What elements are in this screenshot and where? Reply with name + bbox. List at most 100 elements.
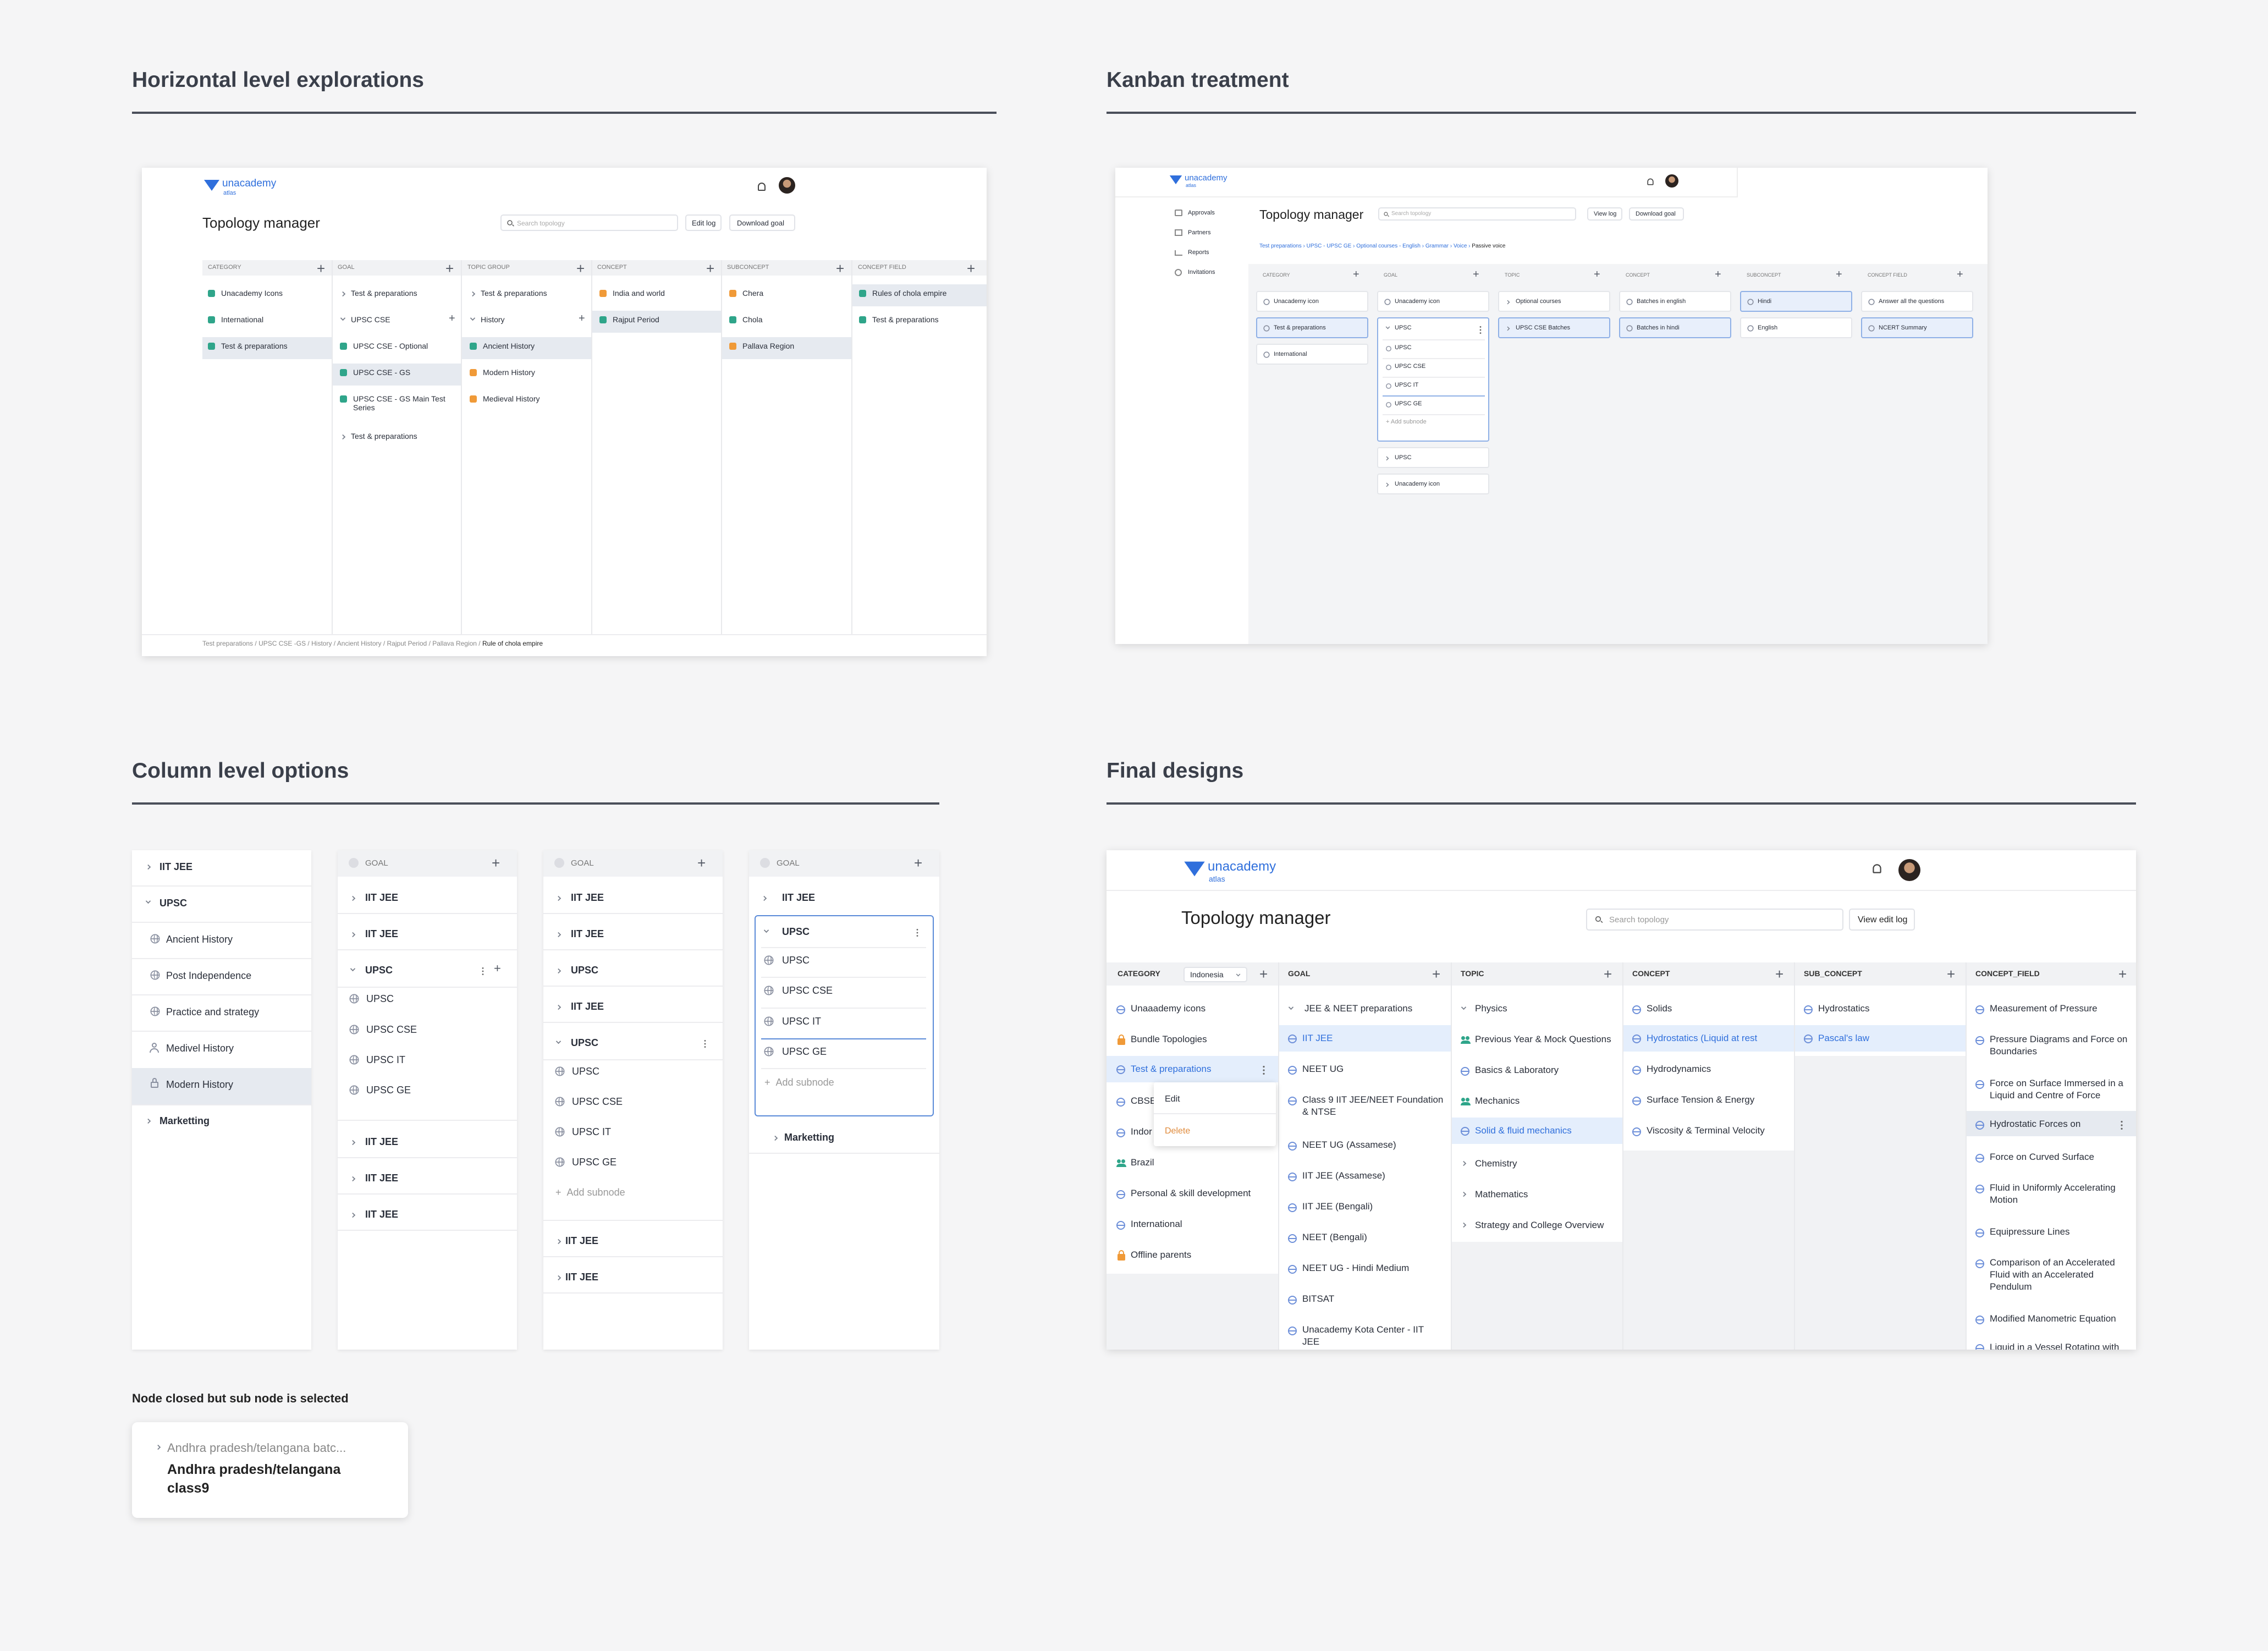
tree-item[interactable]: Modern History xyxy=(166,1079,234,1090)
tree-item[interactable]: UPSC xyxy=(365,965,393,976)
chevron-right-icon[interactable] xyxy=(350,1176,356,1182)
more-options-icon[interactable] xyxy=(2121,1124,2123,1126)
list-item[interactable]: Chera xyxy=(742,289,764,298)
breadcrumb-item[interactable]: History xyxy=(311,640,332,647)
edit-log-button[interactable]: Edit log xyxy=(685,214,722,231)
chevron-down-icon[interactable] xyxy=(1461,1004,1467,1010)
subnode-label[interactable]: UPSC GE xyxy=(1395,400,1422,407)
list-item[interactable]: Pressure Diagrams and Force on xyxy=(1990,1034,2128,1044)
list-item[interactable]: Force on Curved Surface xyxy=(1990,1152,2094,1162)
more-options-icon[interactable] xyxy=(916,932,918,934)
kanban-card-selected[interactable]: NCERT Summary xyxy=(1861,317,1973,338)
add-subnode-button[interactable]: + Add subnode xyxy=(1386,419,1427,425)
list-item[interactable]: Solids xyxy=(1647,1003,1672,1014)
tree-item[interactable]: UPSC GE xyxy=(572,1157,617,1168)
list-item[interactable]: Mechanics xyxy=(1475,1096,1520,1106)
list-item[interactable]: NEET UG xyxy=(1302,1064,1344,1074)
bell-icon[interactable] xyxy=(1647,178,1654,185)
chevron-right-icon[interactable] xyxy=(145,864,151,870)
chevron-down-icon[interactable] xyxy=(145,898,151,904)
list-item[interactable]: JEE & NEET preparations xyxy=(1304,1003,1413,1014)
kanban-card[interactable]: Batches in english xyxy=(1619,291,1731,312)
chevron-right-icon[interactable] xyxy=(1505,326,1510,331)
list-item[interactable]: Mathematics xyxy=(1475,1189,1528,1199)
search-input[interactable]: Search topology xyxy=(1378,207,1576,221)
chevron-right-icon[interactable] xyxy=(555,1004,562,1010)
list-item[interactable]: History xyxy=(481,315,505,324)
add-icon[interactable]: + xyxy=(1473,268,1479,280)
chevron-right-icon[interactable] xyxy=(350,932,356,938)
view-log-button[interactable]: View log xyxy=(1587,207,1622,221)
add-icon[interactable]: + xyxy=(1594,268,1600,280)
list-item[interactable]: Hydrostatic Forces on xyxy=(1990,1119,2081,1129)
list-item[interactable]: Class 9 IIT JEE/NEET Foundation xyxy=(1302,1094,1444,1105)
kanban-card[interactable]: English xyxy=(1740,317,1852,338)
add-icon[interactable]: + xyxy=(1715,268,1721,280)
tree-item[interactable]: IIT JEE xyxy=(365,1136,399,1147)
add-icon[interactable]: + xyxy=(967,260,976,277)
search-input[interactable]: Search topology xyxy=(500,214,678,231)
kanban-card-selected[interactable]: Hindi xyxy=(1740,291,1852,312)
chevron-right-icon[interactable] xyxy=(1505,300,1510,305)
tree-item[interactable]: Marketting xyxy=(159,1115,210,1126)
list-item[interactable]: Force on Surface Immersed in a xyxy=(1990,1078,2123,1088)
chevron-down-icon[interactable] xyxy=(470,315,476,321)
chevron-down-icon[interactable] xyxy=(350,966,356,972)
menu-item-edit[interactable]: Edit xyxy=(1165,1094,1180,1104)
kanban-card[interactable]: International xyxy=(1256,344,1368,365)
add-icon[interactable]: + xyxy=(579,312,585,324)
kanban-card[interactable]: Unacademy icon xyxy=(1377,474,1489,494)
breadcrumb-item[interactable]: Test preparations xyxy=(202,640,254,647)
bell-icon[interactable] xyxy=(1873,864,1881,873)
list-item[interactable]: Test & preparations xyxy=(221,342,288,350)
add-icon[interactable]: + xyxy=(1947,966,1956,982)
breadcrumb-item[interactable]: Test preparations xyxy=(1259,243,1302,249)
chevron-down-icon[interactable] xyxy=(555,1038,562,1044)
list-item[interactable]: Offline parents xyxy=(1131,1250,1192,1260)
list-item-selected[interactable]: Test & preparations xyxy=(1131,1064,1212,1074)
chevron-down-icon[interactable] xyxy=(340,315,346,321)
view-edit-log-button[interactable]: View edit log xyxy=(1849,909,1915,931)
list-item[interactable]: IIT JEE (Bengali) xyxy=(1302,1201,1373,1212)
add-icon[interactable]: + xyxy=(317,260,326,277)
list-item[interactable]: Strategy and College Overview xyxy=(1475,1220,1604,1230)
kanban-card[interactable]: UPSC xyxy=(1377,447,1489,468)
chevron-right-icon[interactable] xyxy=(772,1135,778,1141)
list-item[interactable]: UPSC CSE - Optional xyxy=(353,342,428,350)
tree-item[interactable]: IIT JEE xyxy=(365,1173,399,1184)
list-item[interactable]: Test & preparations xyxy=(481,289,547,298)
chevron-down-icon[interactable] xyxy=(1385,324,1390,329)
tree-item[interactable]: UPSC xyxy=(366,993,394,1004)
tree-item[interactable]: UPSC CSE xyxy=(572,1096,623,1107)
breadcrumb-item[interactable]: Voice xyxy=(1453,243,1467,249)
tree-item[interactable]: UPSC IT xyxy=(366,1054,406,1065)
breadcrumb-item[interactable]: Ancient History xyxy=(337,640,382,647)
add-icon[interactable]: + xyxy=(494,961,501,975)
list-item[interactable]: BITSAT xyxy=(1302,1294,1335,1304)
chevron-down-icon[interactable] xyxy=(763,927,769,933)
list-item[interactable]: Medieval History xyxy=(483,394,540,403)
kanban-card-selected[interactable]: UPSC CSE Batches xyxy=(1498,317,1610,338)
kanban-card[interactable]: Answer all the questions xyxy=(1861,291,1973,312)
list-item[interactable]: Chola xyxy=(742,315,763,324)
add-icon[interactable]: + xyxy=(576,260,585,277)
tree-item[interactable]: UPSC GE xyxy=(782,1046,827,1057)
add-icon[interactable]: + xyxy=(1353,268,1359,280)
kanban-card[interactable]: Unacademy icon xyxy=(1256,291,1368,312)
tree-item-selected[interactable]: UPSC IT xyxy=(782,1016,822,1027)
list-item[interactable]: Modified Manometric Equation xyxy=(1990,1313,2116,1324)
tree-item[interactable]: IIT JEE xyxy=(365,928,399,939)
tree-item[interactable]: Post Independence xyxy=(166,970,252,981)
subnode-label[interactable]: UPSC xyxy=(1395,344,1412,351)
menu-item-delete[interactable]: Delete xyxy=(1165,1126,1191,1136)
avatar[interactable] xyxy=(1665,174,1678,188)
add-icon[interactable]: + xyxy=(914,855,923,871)
chevron-right-icon[interactable] xyxy=(350,895,356,901)
expanded-goal-card[interactable]: UPSC UPSC UPSC CSE UPSC IT UPSC GE + Add… xyxy=(1377,317,1489,442)
list-item[interactable]: CBSE xyxy=(1131,1096,1157,1106)
list-item[interactable]: Physics xyxy=(1475,1003,1507,1014)
list-item[interactable]: Basics & Laboratory xyxy=(1475,1065,1559,1075)
add-icon[interactable]: + xyxy=(1836,268,1842,280)
tree-item[interactable]: UPSC xyxy=(782,955,810,966)
list-item[interactable]: Hydrodynamics xyxy=(1647,1064,1711,1074)
